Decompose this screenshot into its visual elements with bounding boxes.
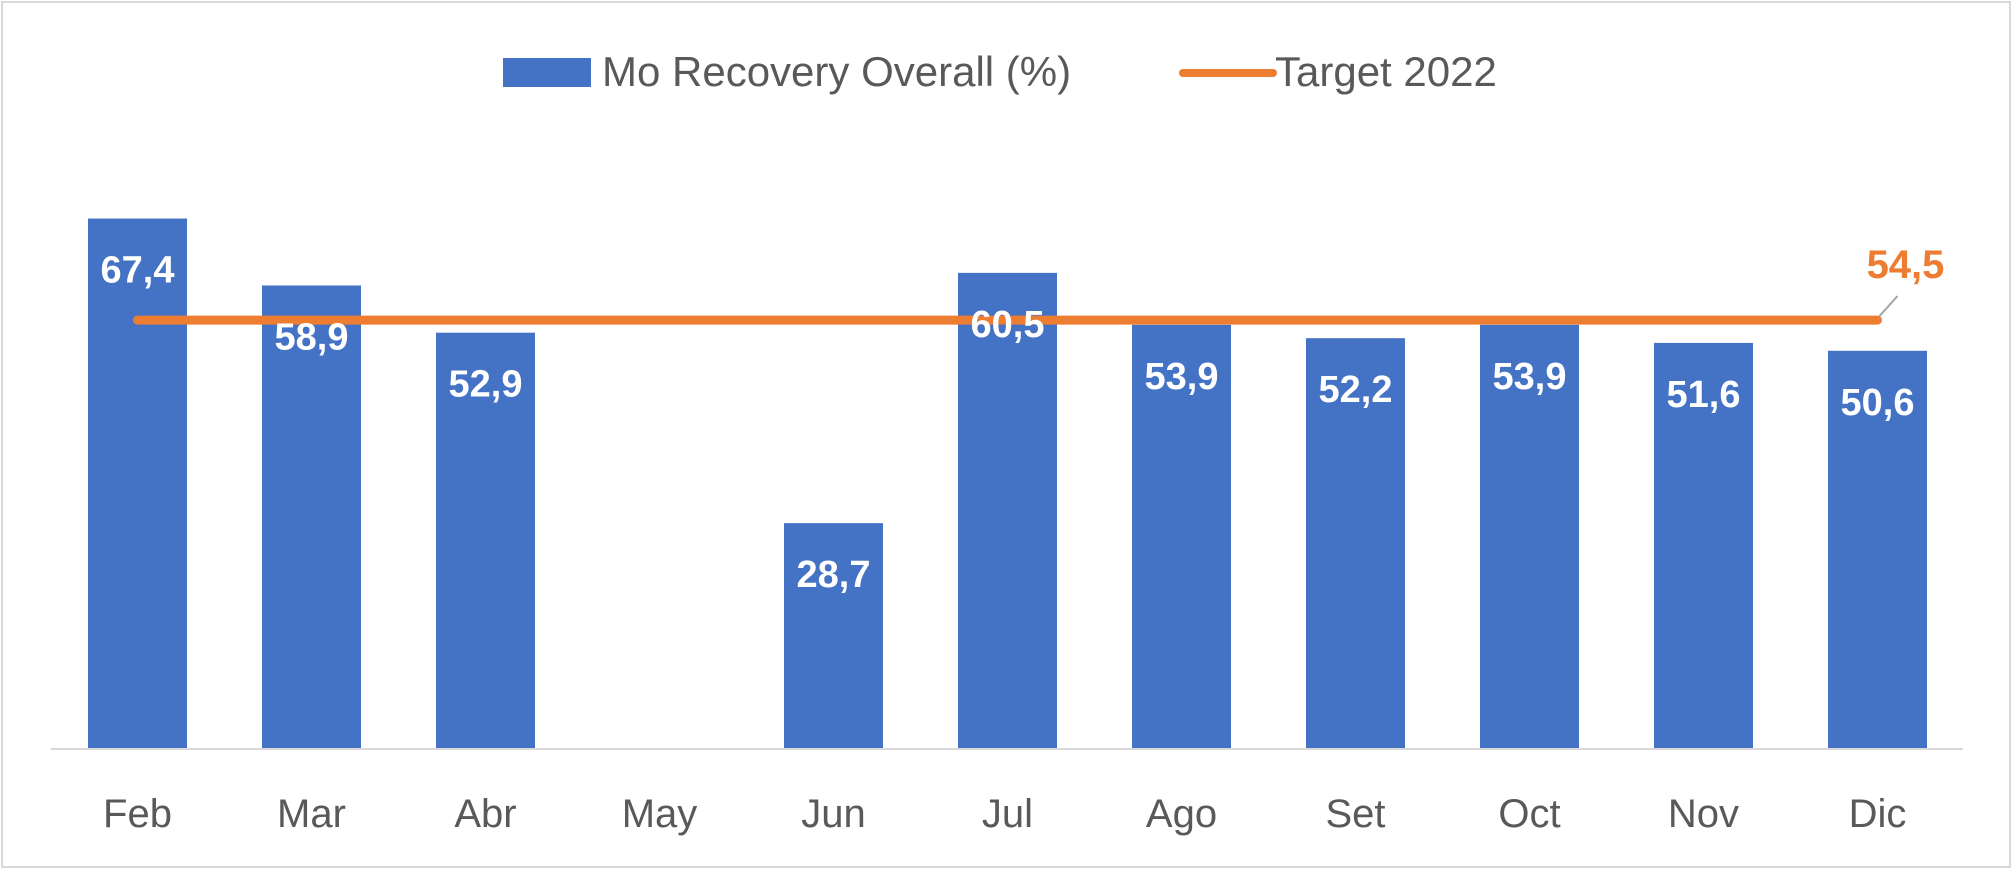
target-end-label: 54,5	[1867, 243, 1945, 287]
bar-nov	[1654, 342, 1753, 749]
data-labels: 67,4 58,9 52,9 28,7 60,5 53,9 52,2 53,9 51,6 50,6	[101, 250, 1915, 597]
bar-ago	[1132, 324, 1231, 749]
x-tick-jul: Jul	[982, 792, 1033, 836]
data-label-ago: 53,9	[1145, 356, 1219, 398]
x-tick-set: Set	[1325, 792, 1385, 836]
target-line-group: 54,5	[133, 243, 1945, 325]
data-label-feb: 67,4	[101, 250, 175, 292]
data-label-nov: 51,6	[1667, 374, 1741, 416]
bar-oct	[1480, 324, 1579, 749]
x-tick-dic: Dic	[1849, 792, 1907, 836]
bar-feb	[88, 218, 187, 749]
bars-group	[88, 218, 1927, 749]
x-tick-labels: Feb Mar Abr May Jun Jul Ago Set Oct Nov Dic	[103, 792, 1906, 836]
target-label-leader	[1878, 295, 1899, 317]
data-label-mar: 58,9	[275, 316, 349, 358]
data-label-oct: 53,9	[1493, 356, 1567, 398]
x-tick-mar: Mar	[277, 792, 346, 836]
x-tick-feb: Feb	[103, 792, 172, 836]
legend-label-recovery: Mo Recovery Overall (%)	[602, 48, 1071, 95]
x-tick-abr: Abr	[454, 792, 516, 836]
x-tick-jun: Jun	[801, 792, 866, 836]
data-label-dic: 50,6	[1841, 382, 1915, 424]
bar-set	[1306, 338, 1405, 749]
data-label-jun: 28,7	[797, 554, 871, 596]
legend-label-target: Target 2022	[1275, 48, 1497, 95]
data-label-abr: 52,9	[449, 364, 523, 406]
x-tick-nov: Nov	[1668, 792, 1739, 836]
bar-jul	[958, 272, 1057, 749]
x-tick-may: May	[622, 792, 698, 836]
data-label-set: 52,2	[1319, 369, 1393, 411]
bar-mar	[262, 285, 361, 749]
data-label-jul: 60,5	[971, 304, 1045, 346]
legend: Mo Recovery Overall (%) Target 2022	[503, 48, 1497, 95]
x-tick-oct: Oct	[1498, 792, 1560, 836]
x-tick-ago: Ago	[1146, 792, 1217, 836]
bar-abr	[436, 332, 535, 749]
legend-swatch-recovery	[503, 58, 591, 87]
bar-dic	[1828, 350, 1927, 749]
bar-jun	[784, 523, 883, 749]
